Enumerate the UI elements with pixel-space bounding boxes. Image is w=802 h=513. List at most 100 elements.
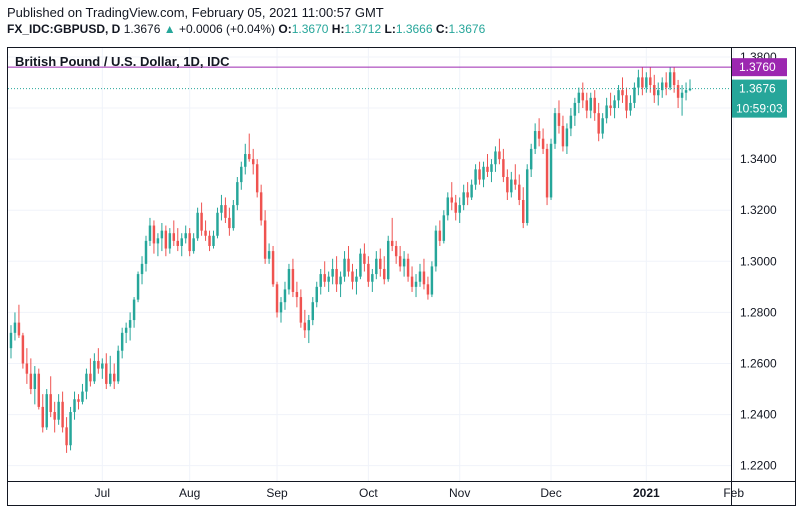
candle[interactable] xyxy=(450,182,453,211)
candle[interactable] xyxy=(148,217,152,246)
candle[interactable] xyxy=(660,77,664,98)
candle[interactable] xyxy=(232,199,235,231)
candle[interactable] xyxy=(259,184,263,226)
candle[interactable] xyxy=(315,281,318,308)
candle[interactable] xyxy=(164,225,168,257)
candle[interactable] xyxy=(355,268,358,295)
candle[interactable] xyxy=(406,253,410,282)
candle[interactable] xyxy=(263,210,267,264)
candle[interactable] xyxy=(573,97,577,126)
candle[interactable] xyxy=(434,225,438,272)
candle[interactable] xyxy=(299,289,303,328)
candle[interactable] xyxy=(184,225,187,244)
candle[interactable] xyxy=(101,358,104,379)
candle[interactable] xyxy=(541,128,545,155)
candle[interactable] xyxy=(641,67,644,96)
candle[interactable] xyxy=(152,220,156,254)
candle[interactable] xyxy=(486,154,489,178)
candle[interactable] xyxy=(124,322,128,344)
candle[interactable] xyxy=(684,82,688,101)
candle[interactable] xyxy=(105,353,108,390)
candle[interactable] xyxy=(271,245,275,287)
candle[interactable] xyxy=(585,92,589,119)
candle[interactable] xyxy=(204,220,207,241)
candle[interactable] xyxy=(518,174,521,206)
candlestick-series[interactable] xyxy=(9,67,692,453)
candle[interactable] xyxy=(359,248,362,280)
candle[interactable] xyxy=(132,297,136,328)
candle[interactable] xyxy=(458,197,461,223)
candle[interactable] xyxy=(255,159,259,198)
candle[interactable] xyxy=(319,268,322,295)
candle[interactable] xyxy=(478,161,481,185)
candle[interactable] xyxy=(664,72,668,96)
candle[interactable] xyxy=(402,251,406,277)
candle[interactable] xyxy=(224,197,227,223)
candle[interactable] xyxy=(116,345,120,384)
candle[interactable] xyxy=(442,210,446,244)
candle[interactable] xyxy=(494,146,497,172)
candle[interactable] xyxy=(597,102,600,142)
candle[interactable] xyxy=(394,240,398,264)
candle[interactable] xyxy=(617,85,620,109)
candle[interactable] xyxy=(557,100,561,134)
candle[interactable] xyxy=(422,258,426,290)
candle[interactable] xyxy=(81,383,84,405)
candle[interactable] xyxy=(180,233,183,257)
candle[interactable] xyxy=(414,274,418,298)
candle[interactable] xyxy=(311,297,315,326)
candle[interactable] xyxy=(69,406,72,451)
candle[interactable] xyxy=(581,82,585,109)
candle[interactable] xyxy=(279,297,283,323)
candle[interactable] xyxy=(144,235,148,272)
candle[interactable] xyxy=(454,194,457,221)
candle[interactable] xyxy=(61,391,64,433)
candle[interactable] xyxy=(41,394,44,433)
candle[interactable] xyxy=(25,348,29,384)
candle[interactable] xyxy=(49,376,52,418)
candle[interactable] xyxy=(390,217,394,252)
candle[interactable] xyxy=(73,391,76,420)
candle[interactable] xyxy=(17,304,21,338)
candle[interactable] xyxy=(438,220,442,246)
candle[interactable] xyxy=(97,348,100,374)
candle[interactable] xyxy=(629,95,632,116)
candle[interactable] xyxy=(446,192,450,221)
candle[interactable] xyxy=(228,207,231,236)
candle[interactable] xyxy=(379,248,382,277)
candle[interactable] xyxy=(514,164,517,190)
candle[interactable] xyxy=(426,276,430,300)
candle[interactable] xyxy=(549,138,553,200)
candle[interactable] xyxy=(283,281,287,310)
candle[interactable] xyxy=(172,220,176,246)
candle[interactable] xyxy=(176,228,179,252)
candle[interactable] xyxy=(112,363,116,390)
candle[interactable] xyxy=(33,366,37,405)
candle[interactable] xyxy=(200,202,203,236)
candle[interactable] xyxy=(248,133,251,162)
candle[interactable] xyxy=(398,245,402,272)
candle[interactable] xyxy=(410,266,414,292)
candle[interactable] xyxy=(621,77,624,103)
candle[interactable] xyxy=(13,312,17,341)
candle[interactable] xyxy=(553,108,557,149)
candle[interactable] xyxy=(668,67,672,91)
candle[interactable] xyxy=(136,271,140,303)
candle[interactable] xyxy=(589,92,592,119)
candle[interactable] xyxy=(85,368,88,400)
candle[interactable] xyxy=(331,258,334,285)
candle[interactable] xyxy=(208,230,211,252)
time-axis[interactable]: Jul Aug Sep Oct Nov Dec 2021 Feb xyxy=(95,486,745,500)
candle[interactable] xyxy=(216,207,219,239)
candle[interactable] xyxy=(93,353,96,384)
candle[interactable] xyxy=(510,171,513,198)
candle[interactable] xyxy=(240,161,243,190)
candle[interactable] xyxy=(140,256,144,285)
candle[interactable] xyxy=(21,332,25,369)
candle[interactable] xyxy=(37,368,41,410)
candle[interactable] xyxy=(244,143,247,175)
candle[interactable] xyxy=(569,108,573,137)
candle[interactable] xyxy=(287,263,291,295)
candle[interactable] xyxy=(327,271,330,292)
